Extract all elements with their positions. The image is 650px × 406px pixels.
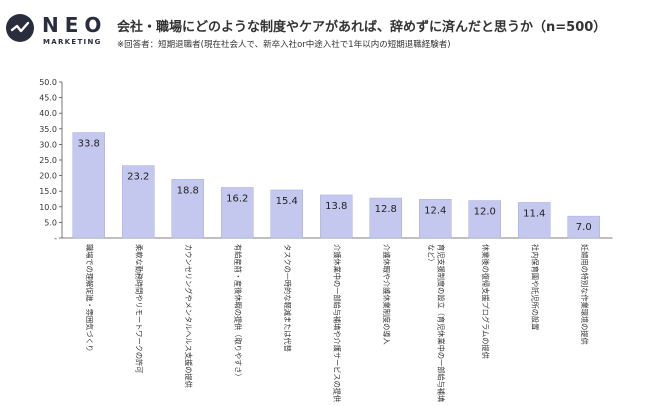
data-label: 23.2 <box>127 172 149 183</box>
y-tick-label: 30.0 <box>39 140 57 149</box>
data-label: 12.4 <box>424 205 446 216</box>
bar <box>72 132 105 239</box>
y-tick-label: 45.0 <box>39 94 57 103</box>
neo-marketing-logo: NEO MARKETING <box>6 10 106 54</box>
data-label: 13.8 <box>325 201 347 212</box>
category-label: 介護休暇や介護休業制度の導入 <box>382 244 391 345</box>
data-label: 12.0 <box>474 207 496 218</box>
bar <box>518 202 551 239</box>
category-label: 介護休業中の一部給与補填や介護サービスの提供 <box>332 244 341 402</box>
logo-sub: MARKETING <box>43 38 102 46</box>
category-label: カウンセリングやメンタルヘルス支援の提供 <box>184 244 193 388</box>
y-tick-label: 50.0 <box>39 78 57 87</box>
bar <box>122 165 155 239</box>
bar <box>468 200 501 239</box>
bar <box>221 187 254 239</box>
bar <box>320 194 353 239</box>
data-label: 33.8 <box>78 139 100 150</box>
bar <box>270 189 303 239</box>
data-label: 7.0 <box>576 222 592 233</box>
bar <box>369 197 402 239</box>
y-tick-label: 5.0 <box>44 218 57 227</box>
category-label: 職場での理解促進・雰囲気づくり <box>85 244 94 352</box>
bar <box>567 215 600 239</box>
data-label: 18.8 <box>177 185 199 196</box>
logo-check-icon <box>6 14 34 42</box>
category-label: タスクの一時的な軽減または代替 <box>283 244 292 352</box>
y-tick-label: 10.0 <box>39 203 57 212</box>
bar <box>171 179 204 239</box>
category-label: など） <box>426 244 435 266</box>
category-label: 育児支援制度の設立（育児休業中の一部給与補填 <box>436 244 445 402</box>
category-label: 妊婦用の特別な作業環境の提供 <box>580 244 589 345</box>
chart-subtitle: ※回答者：短期退職者(現在社会人で、新卒入社or中途入社で1年以内の短期退職経験… <box>117 40 451 50</box>
logo-word: NEO <box>42 13 108 37</box>
y-tick-label: 15.0 <box>39 187 57 196</box>
data-label: 16.2 <box>226 193 248 204</box>
data-label: 15.4 <box>276 196 298 207</box>
category-label: 休業後の復帰支援プログラムの提供 <box>481 244 490 359</box>
chart-title: 会社・職場にどのような制度やケアがあれば、辞めずに済んだと思うか（n=500） <box>117 20 607 35</box>
category-label: 柔軟な勤務時間やリモートワークの許可 <box>134 244 143 373</box>
data-label: 12.8 <box>375 204 397 215</box>
y-tick-label: 40.0 <box>39 109 57 118</box>
category-label: 社内保育園や託児所の設置 <box>530 244 539 330</box>
y-tick-label: 25.0 <box>39 156 57 165</box>
y-tick-label: - <box>54 234 57 243</box>
bar <box>419 199 452 239</box>
data-label: 11.4 <box>523 208 545 219</box>
category-label: 有給産前・産後休暇の提供（取りやすさ） <box>233 244 242 381</box>
y-tick-label: 35.0 <box>39 125 57 134</box>
y-tick-label: 20.0 <box>39 172 57 181</box>
